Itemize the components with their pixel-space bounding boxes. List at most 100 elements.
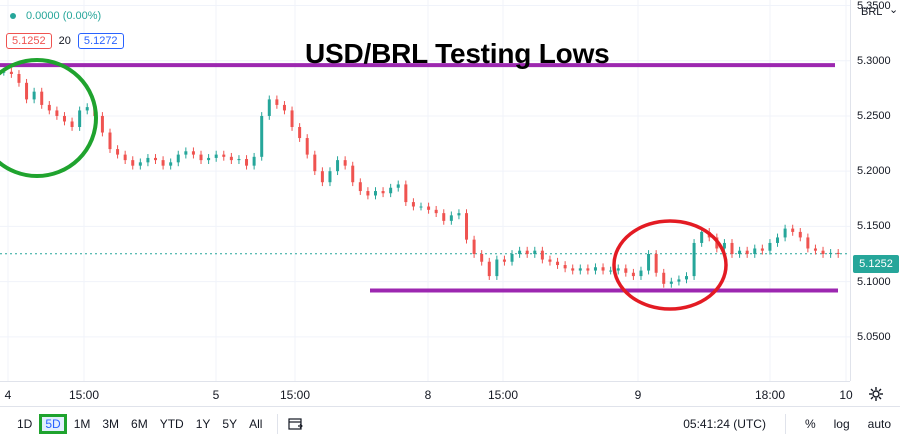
y-tick-label: 5.3500 (857, 0, 891, 12)
candle-body (351, 165, 355, 183)
candle-body (821, 250, 825, 254)
legend-change: 0.0000 (0.00%) (10, 10, 101, 22)
candle-body (184, 151, 188, 155)
candle-body (381, 191, 385, 194)
candle-body (275, 99, 279, 105)
x-tick-label: 4 (4, 388, 12, 402)
price-chart[interactable] (0, 0, 850, 381)
x-tick-label: 10 (839, 388, 853, 402)
candle-body (472, 239, 476, 254)
candle-body (434, 209, 438, 214)
candle-body (100, 115, 104, 133)
candle-body (229, 156, 233, 161)
timeframe-all-button[interactable]: All (249, 416, 263, 431)
utc-time[interactable]: 05:41:24 (UTC) (683, 416, 766, 431)
candle-body (199, 154, 203, 161)
timeframe-ytd-button[interactable]: YTD (159, 416, 184, 431)
candle-body (55, 110, 59, 116)
x-tick-label: 9 (634, 388, 642, 402)
candle-body (631, 272, 635, 277)
candle-body (813, 248, 817, 251)
right-tools: 05:41:24 (UTC) % log auto (674, 413, 900, 434)
candle-body (131, 160, 135, 166)
candle-body (578, 268, 582, 271)
price-axis[interactable]: BRL ⌄ 5.3500 5.3000 5.2500 5.2000 5.1500 5.10… (850, 0, 900, 381)
timeframe-1d-button[interactable]: 1D (17, 416, 33, 431)
candle-body (783, 228, 787, 238)
candle-body (328, 171, 332, 183)
candle-body (639, 270, 643, 277)
candle-body (669, 281, 673, 284)
currency-label[interactable]: BRL (861, 6, 883, 18)
candle-body (806, 237, 810, 249)
candle-body (654, 254, 658, 273)
date-range-icon[interactable] (288, 417, 304, 431)
timeframe-1m-button[interactable]: 1M (73, 416, 91, 431)
candle-body (738, 250, 742, 254)
percent-toggle[interactable]: % (804, 416, 816, 431)
y-tick-label: 5.1000 (857, 275, 891, 288)
x-tick-label: 15:00 (487, 388, 519, 402)
ask-price[interactable]: 5.1272 (77, 33, 124, 49)
candle-body (123, 154, 127, 161)
candles (2, 67, 840, 288)
candle-body (237, 159, 241, 161)
candle-body (62, 115, 66, 122)
toolbar-divider (277, 413, 279, 434)
candle-body (442, 213, 446, 221)
candle-body (692, 242, 696, 277)
auto-toggle[interactable]: auto (867, 416, 891, 431)
bottom-toolbar: 1D 5D 1M 3M 6M YTD 1Y 5Y All 05:41:24 (UTC) % lo… (0, 406, 900, 440)
candle-body (290, 110, 294, 127)
candle-body (116, 149, 120, 155)
candle-body (40, 91, 44, 105)
candle-body (548, 259, 552, 262)
candle-body (495, 259, 499, 277)
chevron-down-icon[interactable]: ⌄ (889, 4, 899, 16)
candle-body (745, 250, 749, 254)
time-axis[interactable]: 4 15:00 5 15:00 8 15:00 9 18:00 10 (0, 381, 853, 407)
candle-body (510, 254, 514, 262)
gear-icon[interactable] (868, 386, 884, 402)
red-circle-annotation (612, 219, 728, 311)
candle-body (389, 187, 393, 194)
candle-body (396, 184, 400, 188)
x-tick-label: 18:00 (754, 388, 786, 402)
candle-body (252, 156, 256, 166)
candle-body (176, 154, 180, 163)
timeframe-6m-button[interactable]: 6M (131, 416, 148, 431)
candle-body (487, 261, 491, 277)
candle-body (836, 252, 840, 254)
candle-body (85, 107, 89, 111)
candle-body (419, 206, 423, 208)
candle-body (32, 91, 36, 100)
candle-body (502, 259, 506, 262)
candle-body (586, 268, 590, 271)
x-tick-label: 8 (424, 388, 432, 402)
candle-body (616, 268, 620, 271)
candle-body (78, 110, 82, 127)
candle-body (593, 267, 597, 271)
timeframe-1y-button[interactable]: 1Y (195, 416, 211, 431)
candle-body (305, 138, 309, 155)
candle-body (677, 279, 681, 282)
candle-body (730, 242, 734, 254)
candle-body (320, 171, 324, 183)
candle-body (556, 261, 560, 266)
candle-body (260, 115, 264, 157)
timeframe-5d-button[interactable]: 5D (39, 413, 67, 434)
candle-body (609, 270, 613, 272)
candle-body (161, 160, 165, 166)
last-price-tag: 5.1252 (853, 255, 899, 273)
timeframe-3m-button[interactable]: 3M (102, 416, 120, 431)
bid-price[interactable]: 5.1252 (6, 33, 52, 49)
y-tick-label: 5.2500 (857, 109, 891, 122)
log-toggle[interactable]: log (833, 416, 850, 431)
candle-body (25, 82, 29, 100)
chart-title: USD/BRL Testing Lows (305, 38, 610, 69)
candle-body (571, 268, 575, 271)
candle-body (533, 250, 537, 254)
candle-body (457, 213, 461, 216)
candle-body (563, 265, 567, 269)
timeframe-5y-button[interactable]: 5Y (222, 416, 238, 431)
